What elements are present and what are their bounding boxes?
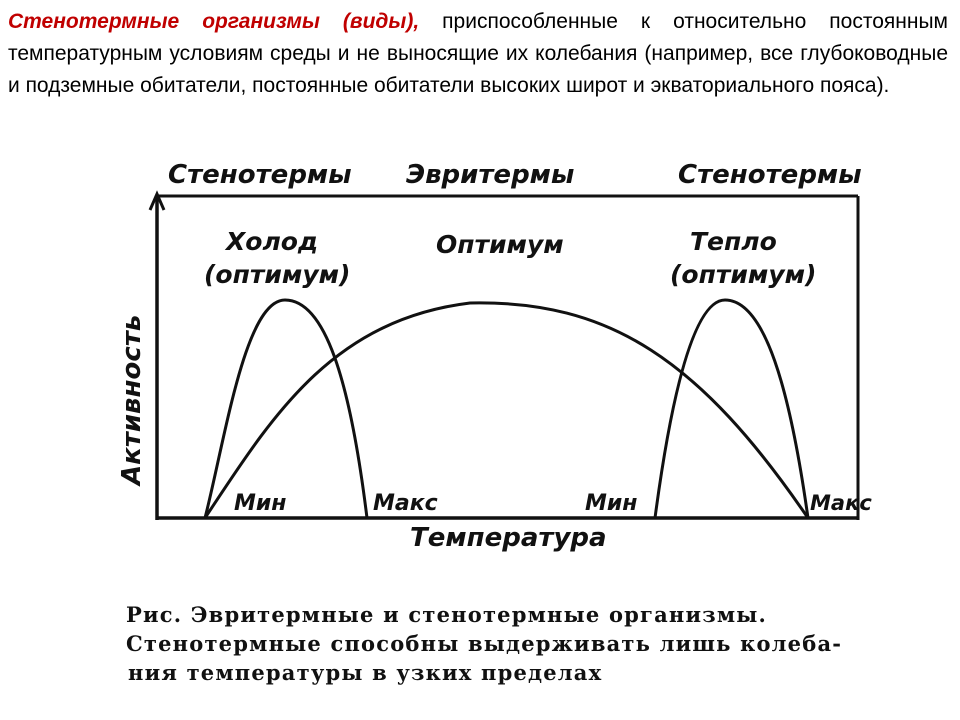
curve-eurytherm <box>203 301 810 519</box>
tick-max-2: Макс <box>810 491 872 515</box>
intro-term: Стенотермные организмы <box>8 10 320 33</box>
x-axis-label: Температура <box>410 523 607 553</box>
caption-line-1: Рис. Эвритермные и стенотермные организм… <box>126 602 768 627</box>
caption-line-2: Стенотермные способны выдерживать лишь к… <box>126 631 843 656</box>
intro-term-tail: (виды), <box>342 10 420 33</box>
label-warm-optimum: (оптимум) <box>670 260 816 289</box>
label-cold: Холод <box>224 227 318 256</box>
curve-stenotherm-warm <box>653 298 810 519</box>
curve-stenotherm-cold <box>203 298 369 519</box>
label-eurytherms: Эвритермы <box>406 160 574 190</box>
intro-paragraph: Стенотермные организмы (виды), приспособ… <box>8 6 948 102</box>
figure-caption: Рис. Эвритермные и стенотермные организм… <box>126 600 866 687</box>
label-stenotherms-left: Стенотермы <box>168 160 352 190</box>
tick-max-1: Макс <box>373 491 438 516</box>
tick-min-1: Мин <box>234 491 287 516</box>
label-optimum: Оптимум <box>436 230 564 259</box>
y-axis-arrow <box>148 190 166 211</box>
y-axis-label: Активность <box>117 315 147 487</box>
label-warm: Тепло <box>690 227 777 256</box>
label-stenotherms-right: Стенотермы <box>678 160 862 190</box>
intro-body: приспособленные к относительно постоянны… <box>8 10 948 97</box>
tick-min-2: Мин <box>585 491 638 516</box>
caption-line-3: ния температуры в узких пределах <box>128 660 603 685</box>
label-cold-optimum: (оптимум) <box>204 260 350 289</box>
